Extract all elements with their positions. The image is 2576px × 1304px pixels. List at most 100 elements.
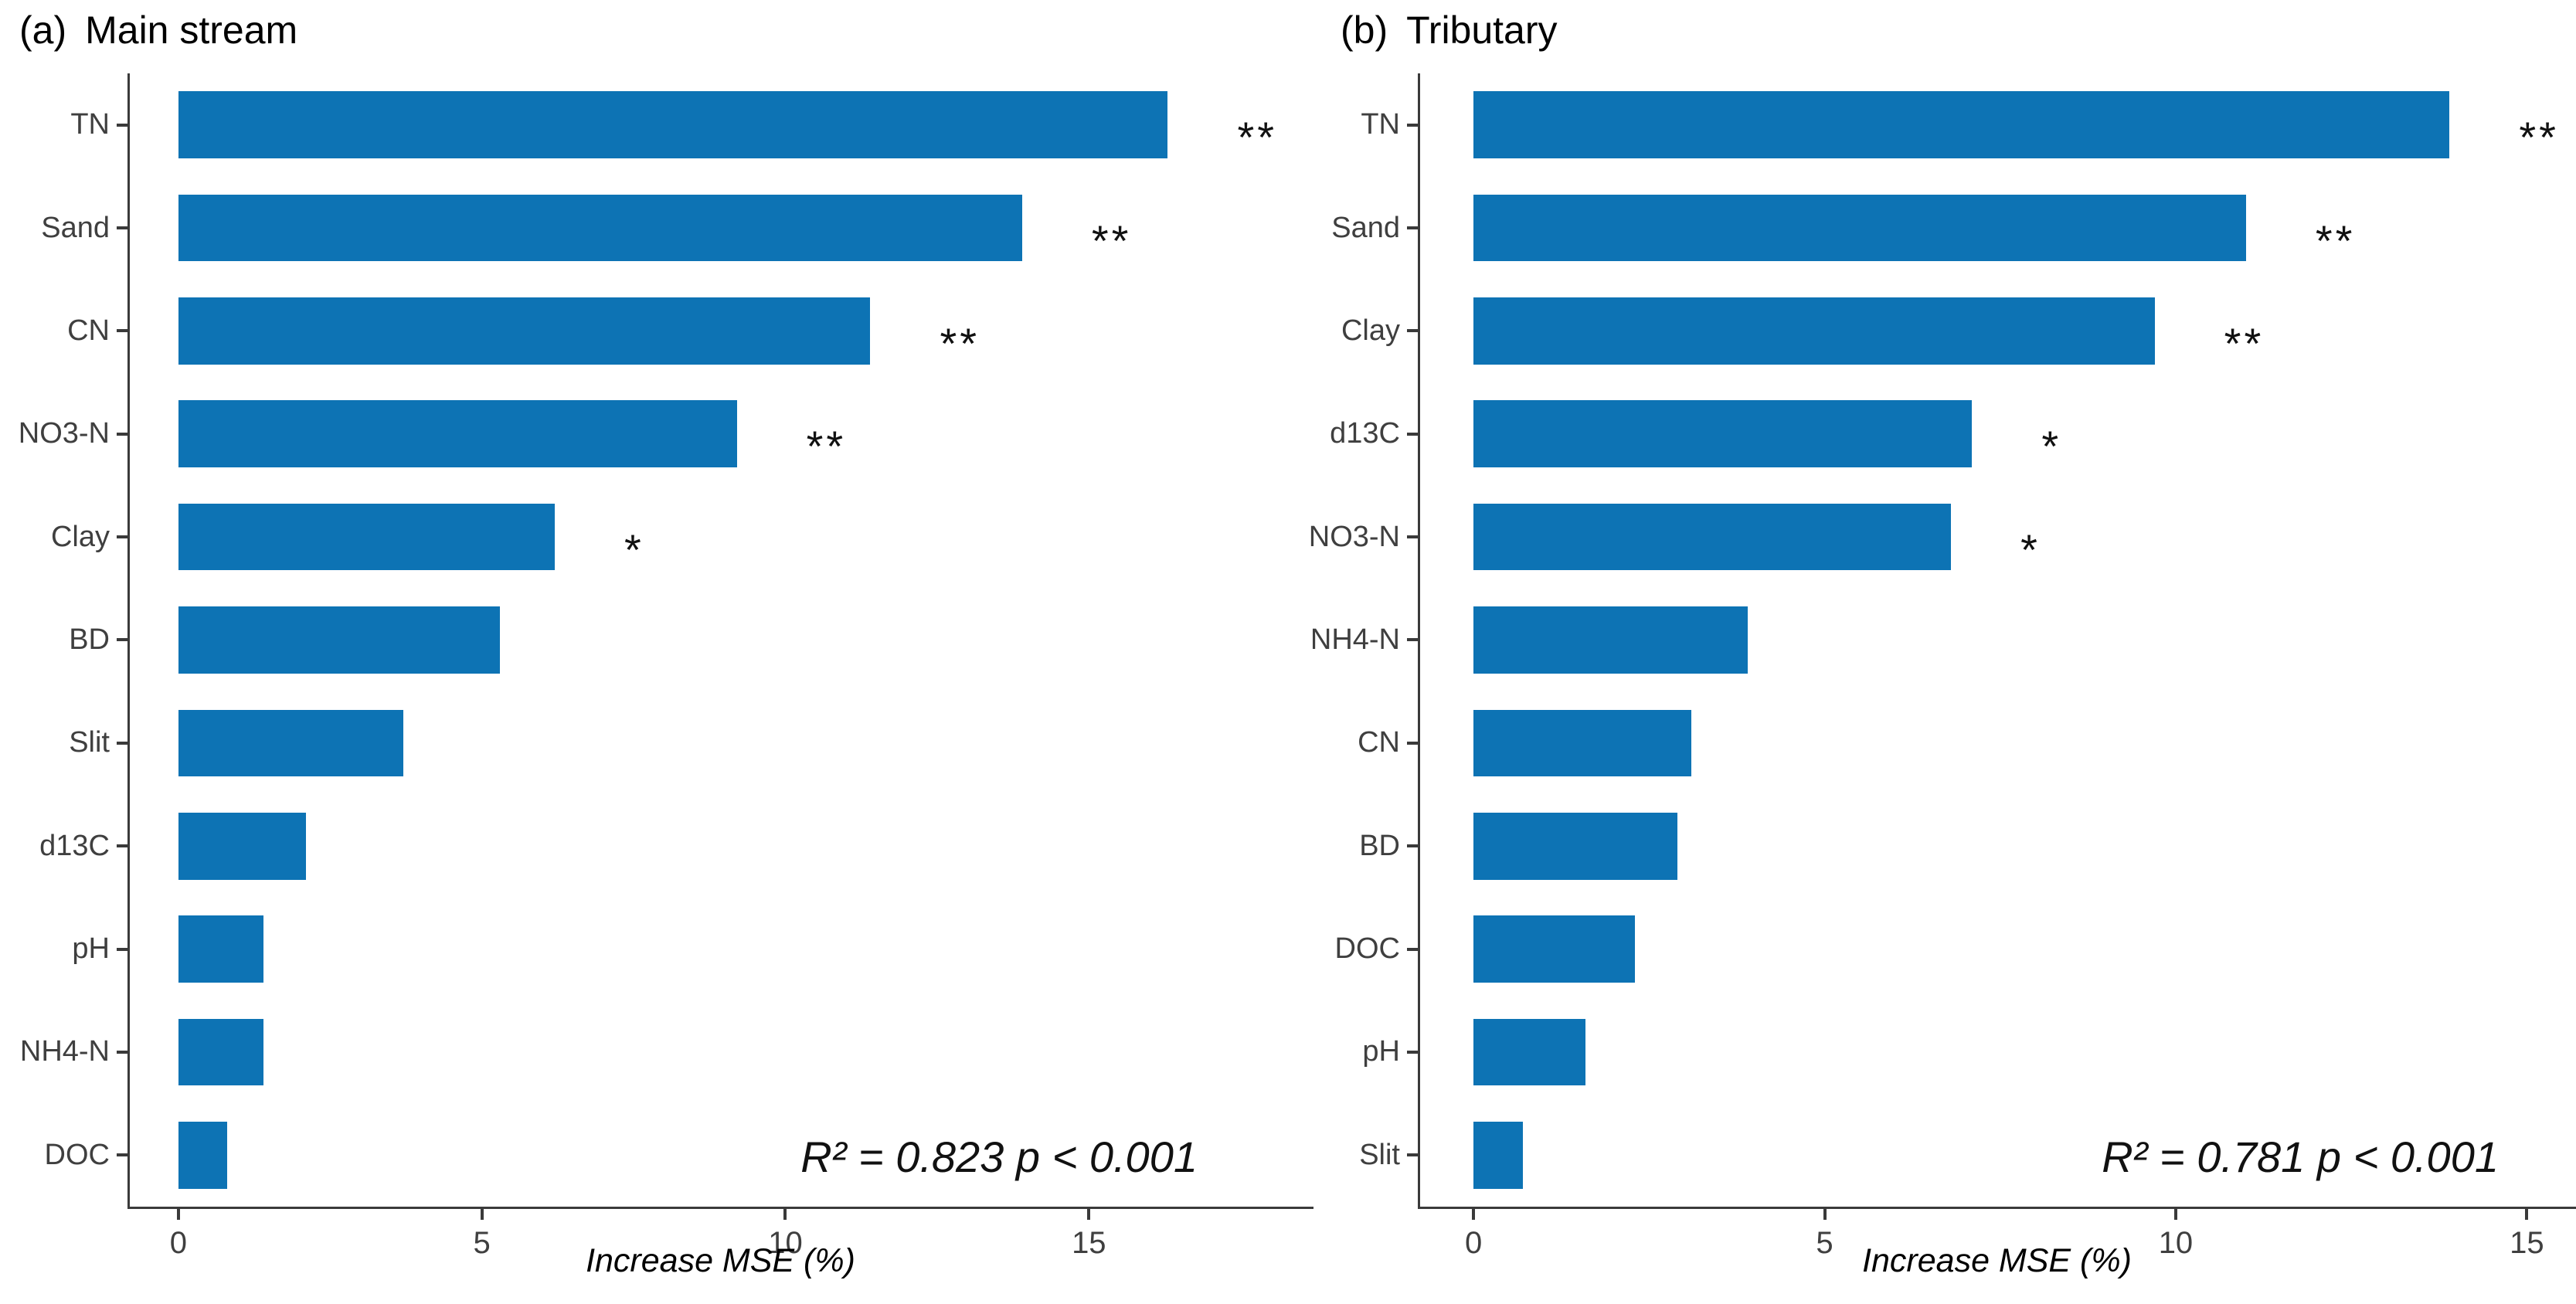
bar-row: Sand ** xyxy=(1331,176,2576,279)
bar xyxy=(1473,91,2450,159)
bar-row: BD xyxy=(1359,795,2576,898)
bar xyxy=(178,812,306,880)
bar-row: BD xyxy=(69,589,1313,691)
significance-marker: ** xyxy=(2315,216,2356,265)
y-tick-mark xyxy=(1407,638,1418,642)
y-tick-mark xyxy=(1407,1050,1418,1054)
panel-title-text: Tributary xyxy=(1406,8,1558,52)
x-tick-label: 5 xyxy=(473,1226,491,1260)
y-axis-label: NH4-N xyxy=(19,1035,110,1068)
x-tick-label: 10 xyxy=(2158,1226,2194,1260)
bars-container: TN ** Sand ** CN ** NO3-N ** Clay * BD Slit d13C pH NH… xyxy=(19,73,1313,1207)
y-tick-mark xyxy=(1407,947,1418,951)
significance-marker: * xyxy=(2020,525,2041,574)
panel-title: (b) Tributary xyxy=(1341,8,1558,53)
significance-marker: ** xyxy=(2519,113,2559,162)
x-tick-mark xyxy=(1823,1209,1827,1220)
y-axis-label: Clay xyxy=(1341,314,1400,347)
panel-main-stream: (a) Main stream TN ** Sand ** CN ** NO3-N ** Clay… xyxy=(19,8,1313,1279)
y-axis-label: DOC xyxy=(44,1138,110,1171)
x-tick: 15 xyxy=(2510,1209,2561,1261)
bar xyxy=(178,606,501,674)
bar xyxy=(1473,812,1677,880)
bar xyxy=(178,194,1022,262)
y-tick-mark xyxy=(1407,844,1418,848)
y-tick-mark xyxy=(1407,535,1418,539)
x-tick: 0 xyxy=(1465,1209,1490,1261)
bar xyxy=(178,91,1168,159)
bar-row: Clay ** xyxy=(1341,280,2576,382)
y-axis-label: TN xyxy=(70,108,110,141)
bar xyxy=(178,1018,263,1086)
y-tick-mark xyxy=(117,123,127,127)
r2-annotation: R² = 0.823 p < 0.001 xyxy=(800,1133,1198,1181)
x-axis-label: Increase MSE (%) xyxy=(1862,1242,2132,1279)
panel-title: (a) Main stream xyxy=(19,8,297,53)
bar xyxy=(1473,297,2155,365)
x-tick: 5 xyxy=(474,1209,499,1261)
bar xyxy=(178,297,871,365)
bar-row: CN ** xyxy=(67,280,1313,382)
significance-marker: * xyxy=(624,525,644,574)
x-tick-mark xyxy=(176,1209,180,1220)
x-tick-label: 0 xyxy=(1464,1226,1483,1260)
bar-row: Slit xyxy=(69,691,1313,794)
y-tick-mark xyxy=(1407,1153,1418,1157)
x-tick: 15 xyxy=(1072,1209,1123,1261)
bar-row: NH4-N xyxy=(20,1000,1313,1103)
panel-title-text: Main stream xyxy=(85,8,298,52)
x-tick-mark xyxy=(1087,1209,1091,1220)
panel-tributary: (b) Tributary TN ** Sand ** Clay ** d13C * NO3-N *… xyxy=(1309,0,2576,1304)
bar xyxy=(1473,1018,1586,1086)
bar-row: Clay * xyxy=(51,485,1313,588)
bar xyxy=(1473,503,1952,571)
x-tick-label: 15 xyxy=(1072,1226,1106,1260)
bar xyxy=(178,915,263,983)
bar xyxy=(1473,194,2246,262)
y-axis-label: Slit xyxy=(69,726,110,759)
y-tick-mark xyxy=(117,947,127,951)
y-axis-label: BD xyxy=(1359,829,1400,862)
bar-row: NO3-N * xyxy=(1309,485,2576,588)
bar-row: d13C * xyxy=(1330,382,2576,485)
x-axis-label: Increase MSE (%) xyxy=(586,1242,855,1279)
x-tick-mark xyxy=(480,1209,484,1220)
y-tick-mark xyxy=(117,844,127,848)
y-axis-label: CN xyxy=(67,314,110,347)
significance-marker: ** xyxy=(806,422,847,471)
significance-marker: ** xyxy=(940,318,980,368)
bar-row: DOC xyxy=(45,1104,1313,1207)
y-tick-mark xyxy=(117,432,127,436)
y-tick-mark xyxy=(117,329,127,333)
bar-row: CN xyxy=(1358,691,2576,794)
y-axis-label: d13C xyxy=(39,829,110,862)
y-axis-label: Clay xyxy=(50,520,110,553)
y-axis-label: NH4-N xyxy=(1310,623,1400,656)
significance-marker: ** xyxy=(1237,113,1278,162)
y-axis-label: pH xyxy=(72,932,110,966)
bar-row: NH4-N xyxy=(1310,589,2576,691)
bar xyxy=(1473,1121,1523,1189)
y-axis-label: BD xyxy=(69,623,110,656)
bar xyxy=(178,503,555,571)
bar xyxy=(1473,606,1748,674)
bar-row: d13C xyxy=(39,795,1313,898)
bar-row: DOC xyxy=(1335,898,2576,1000)
significance-marker: * xyxy=(2041,422,2062,471)
bar-row: pH xyxy=(72,898,1313,1000)
x-tick: 0 xyxy=(170,1209,195,1261)
y-tick-mark xyxy=(117,1153,127,1157)
y-axis-label: Slit xyxy=(1359,1138,1400,1171)
bar xyxy=(178,709,403,777)
y-axis-label: NO3-N xyxy=(1308,520,1400,553)
significance-marker: ** xyxy=(1091,216,1132,265)
x-tick-label: 10 xyxy=(768,1226,803,1260)
x-tick-mark xyxy=(1472,1209,1476,1220)
y-axis-label: DOC xyxy=(1334,932,1400,966)
x-tick-mark xyxy=(783,1209,787,1220)
bar xyxy=(178,1121,227,1189)
bar xyxy=(1473,400,1973,468)
y-axis-label: NO3-N xyxy=(18,417,110,450)
y-tick-mark xyxy=(117,1050,127,1054)
y-tick-mark xyxy=(1407,329,1418,333)
